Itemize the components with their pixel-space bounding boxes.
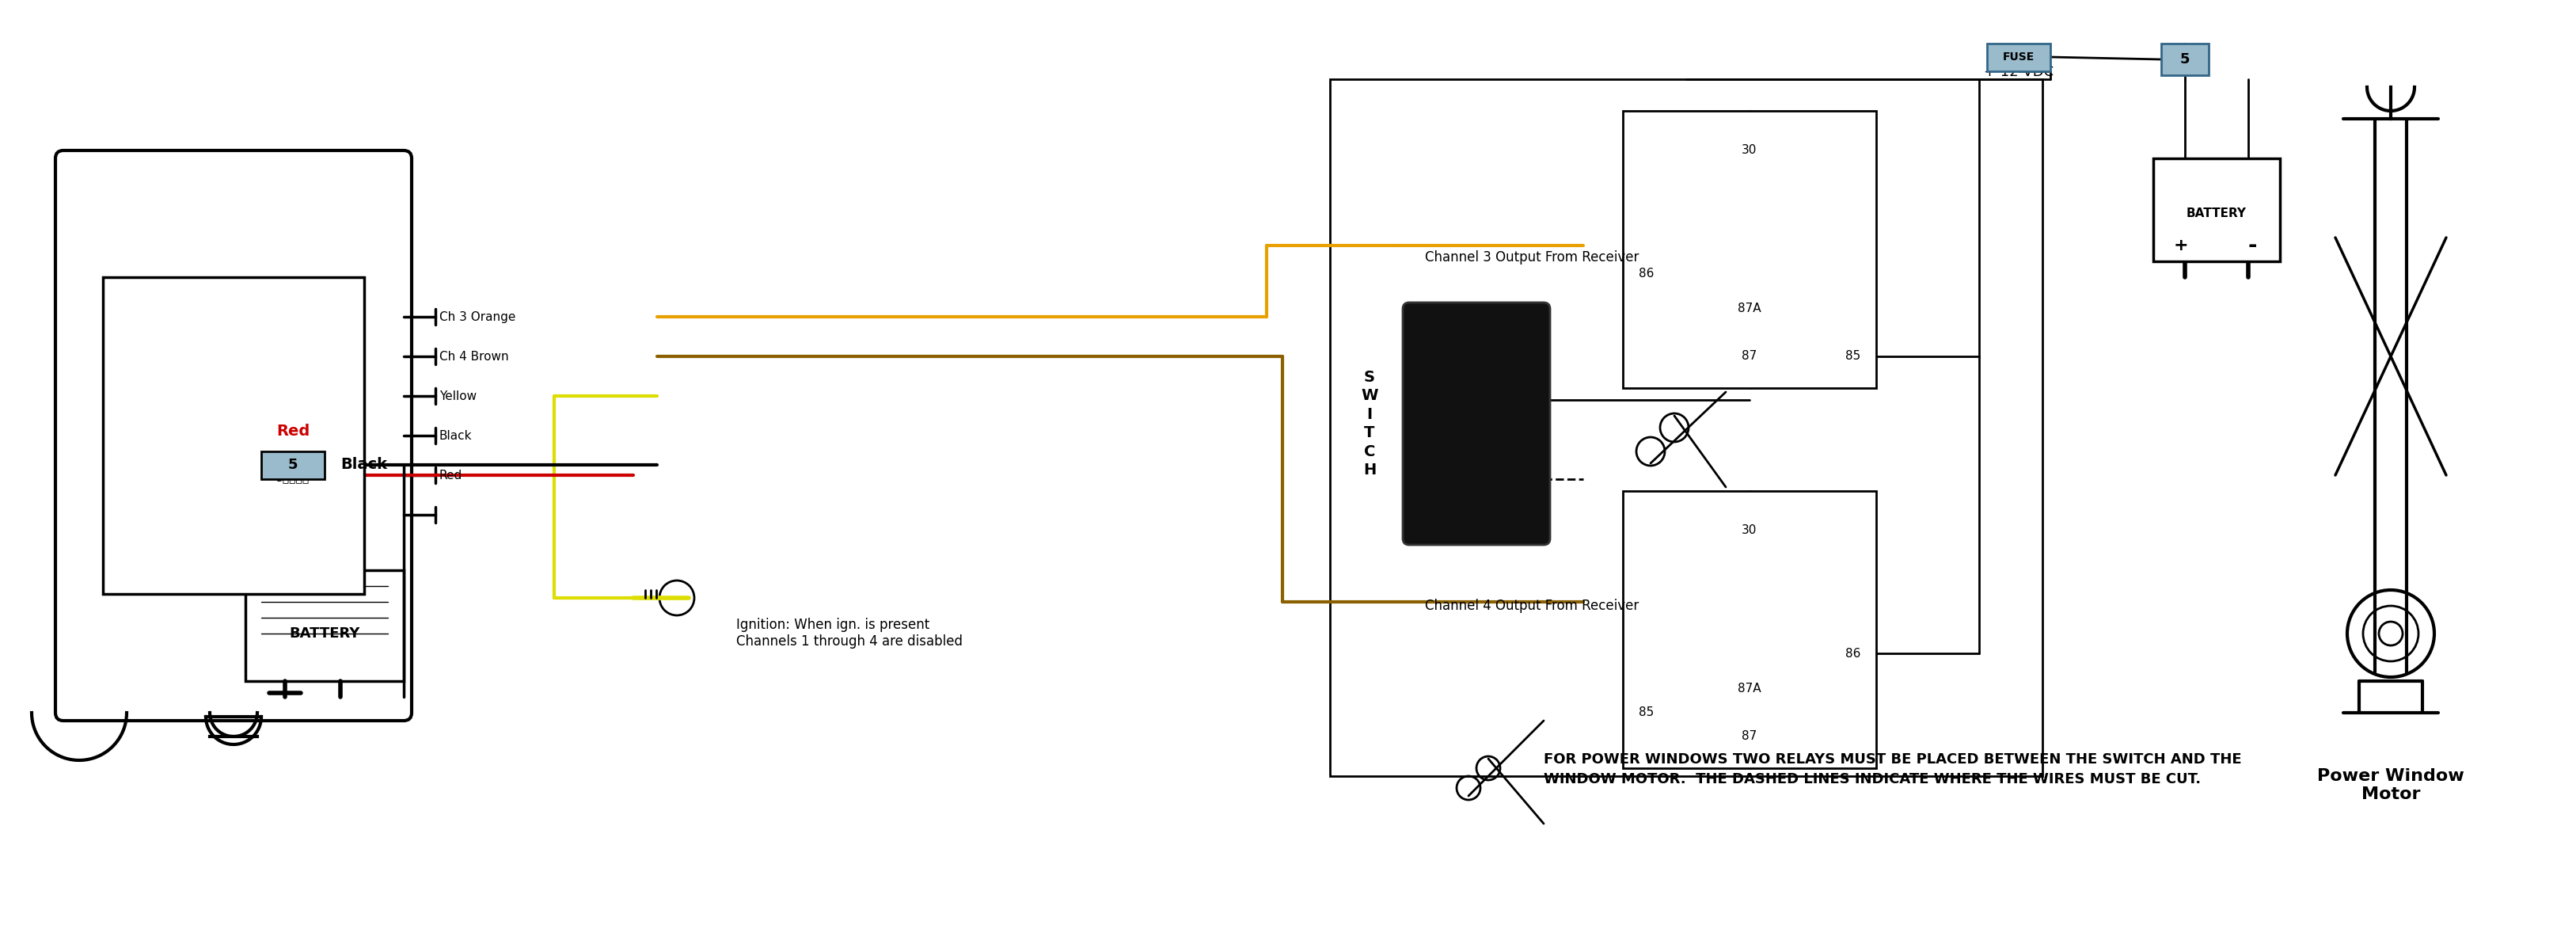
Text: Ignition: When ign. is present
Channels 1 through 4 are disabled: Ignition: When ign. is present Channels … <box>737 618 963 648</box>
Bar <box>1986 43 2050 71</box>
Text: 5: 5 <box>289 458 299 472</box>
Text: 86: 86 <box>1638 267 1654 279</box>
Text: 85: 85 <box>1844 351 1860 363</box>
Text: 3ร็อด: 3ร็อด <box>276 472 309 483</box>
Text: -: - <box>2249 234 2257 256</box>
Text: Power Window
Motor: Power Window Motor <box>2318 768 2465 802</box>
Text: Channel 4 Output From Receiver: Channel 4 Output From Receiver <box>1425 598 1638 613</box>
FancyBboxPatch shape <box>57 151 412 721</box>
Text: S
W
I
T
C
H: S W I T C H <box>1360 370 1378 477</box>
Text: 87A: 87A <box>1739 302 1762 315</box>
Text: Channel 3 Output From Receiver: Channel 3 Output From Receiver <box>1425 251 1638 265</box>
Text: Black: Black <box>340 457 386 473</box>
Text: Red: Red <box>276 424 309 439</box>
Bar <box>2161 43 2208 75</box>
Text: FUSE: FUSE <box>2002 52 2035 63</box>
Text: Ch 4 Brown: Ch 4 Brown <box>440 351 507 363</box>
Bar <box>260 451 325 479</box>
Text: 30: 30 <box>1741 144 1757 156</box>
Text: Ch 3 Orange: Ch 3 Orange <box>440 311 515 323</box>
Bar <box>1329 80 2043 776</box>
Text: Black: Black <box>440 430 471 442</box>
Text: 85: 85 <box>1638 707 1654 719</box>
Text: 5: 5 <box>2179 53 2190 67</box>
Text: Red: Red <box>440 470 464 482</box>
Text: 87: 87 <box>1741 351 1757 363</box>
Bar <box>2154 158 2280 262</box>
Text: + 12 VDC: + 12 VDC <box>1984 65 2053 80</box>
Text: FOR POWER WINDOWS TWO RELAYS MUST BE PLACED BETWEEN THE SWITCH AND THE
WINDOW MO: FOR POWER WINDOWS TWO RELAYS MUST BE PLA… <box>1543 752 2241 786</box>
FancyBboxPatch shape <box>1404 302 1551 545</box>
Text: 86: 86 <box>1844 648 1860 660</box>
Text: Yellow: Yellow <box>440 390 477 402</box>
Bar <box>1623 111 1875 388</box>
Text: +: + <box>2174 238 2190 253</box>
Bar <box>1623 491 1875 768</box>
Text: BATTERY: BATTERY <box>289 626 361 641</box>
Bar <box>103 278 363 594</box>
Text: 87: 87 <box>1741 731 1757 743</box>
Text: BATTERY: BATTERY <box>2187 208 2246 220</box>
Text: 30: 30 <box>1741 524 1757 536</box>
Text: 87A: 87A <box>1739 683 1762 695</box>
Bar <box>245 570 404 681</box>
